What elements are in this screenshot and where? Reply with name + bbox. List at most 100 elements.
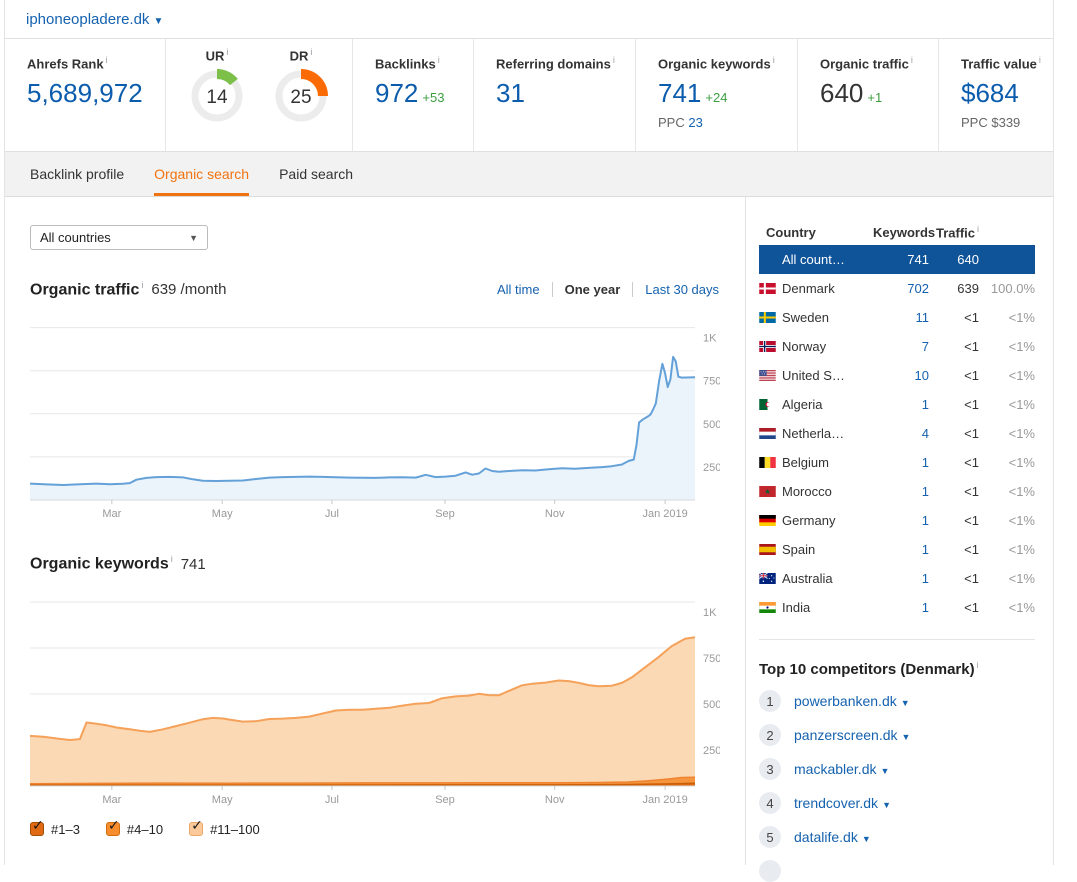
country-keywords: 10 <box>914 368 929 383</box>
domain-selector[interactable]: iphoneopladere.dk ▼ <box>26 11 163 28</box>
country-row-australia[interactable]: Australia 1 <1 <1% <box>759 564 1035 593</box>
country-row-united-s[interactable]: United S… 10 <1 <1% <box>759 361 1035 390</box>
competitor-rank-badge <box>759 860 781 882</box>
competitor-rank-badge: 3 <box>759 758 781 780</box>
range-one-year[interactable]: One year <box>564 282 621 298</box>
checkbox-11-100[interactable]: ✓ #11–100 <box>189 817 260 837</box>
separator <box>632 282 634 298</box>
svg-text:1K: 1K <box>703 607 717 619</box>
country-keywords: 7 <box>921 339 929 354</box>
competitor-link[interactable]: mackabler.dk ▼ <box>794 761 889 777</box>
range-switcher: All time One year Last 30 days <box>497 282 719 298</box>
country-traffic-share: <1% <box>1008 310 1035 325</box>
info-icon[interactable]: i <box>977 223 979 234</box>
info-icon[interactable]: i <box>910 55 913 65</box>
country-row-india[interactable]: India 1 <1 <1% <box>759 593 1035 622</box>
competitor-domain: powerbanken.dk <box>794 693 897 709</box>
competitor-link[interactable]: trendcover.dk ▼ <box>794 795 891 811</box>
checkbox-box: ✓ <box>189 817 204 837</box>
organic-keywords-label: Organic keywords <box>658 56 771 72</box>
country-column-header: Country <box>766 224 816 240</box>
organic-traffic-heading-row: Organic traffic i 639 /month All time One y… <box>30 280 719 299</box>
metric-traffic-value: Traffic value i $684 PPC $339 <box>939 39 1053 151</box>
svg-text:Sep: Sep <box>435 794 455 806</box>
checkbox-label: #1–3 <box>51 821 80 837</box>
metric-backlinks: Backlinks i 972 +53 <box>353 39 474 151</box>
country-row-denmark[interactable]: Denmark 702 639 100.0% <box>759 274 1035 303</box>
checkbox-label: #4–10 <box>126 821 164 837</box>
competitor-link[interactable]: powerbanken.dk ▼ <box>794 693 910 709</box>
country-traffic-share: <1% <box>1008 368 1035 383</box>
country-table-header: Country Keywords Traffic i <box>759 219 1035 245</box>
country-row-morocco[interactable]: ★ Morocco 1 <1 <1% <box>759 477 1035 506</box>
metric-gauges: UR i 14 DR i 25 <box>166 39 353 151</box>
tab-paid-search[interactable]: Paid search <box>279 166 354 182</box>
check-icon: ✓ <box>32 817 44 834</box>
organic-keywords-heading-row: Organic keywords i 741 <box>30 554 719 573</box>
svg-text:250: 250 <box>703 745 720 757</box>
country-row-spain[interactable]: Spain 1 <1 <1% <box>759 535 1035 564</box>
competitors-list: 1 powerbanken.dk ▼ 2 panzerscreen.dk ▼ 3 mackab… <box>759 690 1035 882</box>
range-last-30-days[interactable]: Last 30 days <box>645 282 719 298</box>
country-row-germany[interactable]: Germany 1 <1 <1% <box>759 506 1035 535</box>
separator <box>551 282 553 298</box>
country-traffic: <1 <box>964 542 979 557</box>
info-icon[interactable]: i <box>437 55 440 65</box>
country-name: Sweden <box>782 310 829 325</box>
country-keywords: 1 <box>921 571 929 586</box>
de-flag-icon <box>759 515 782 526</box>
metric-referring-domains: Referring domains i 31 <box>474 39 636 151</box>
svg-text:Jan 2019: Jan 2019 <box>642 508 687 520</box>
competitor-item-trendcover-dk: 4 trendcover.dk ▼ <box>759 792 1035 814</box>
info-icon[interactable]: i <box>105 55 108 65</box>
country-name: Algeria <box>782 397 823 412</box>
ma-flag-icon: ★ <box>759 486 782 497</box>
info-icon[interactable]: i <box>170 554 173 565</box>
ppc-value[interactable]: 23 <box>688 115 703 131</box>
country-traffic: <1 <box>964 339 979 354</box>
info-icon[interactable]: i <box>310 47 313 57</box>
ahrefs-rank-value: 5,689,972 <box>27 78 143 109</box>
country-row-sweden[interactable]: Sweden 11 <1 <1% <box>759 303 1035 332</box>
range-all-time[interactable]: All time <box>497 282 540 298</box>
country-traffic: 639 <box>957 281 979 296</box>
country-filter-dropdown[interactable]: All countries ▼ <box>30 225 208 250</box>
info-icon[interactable]: i <box>976 660 979 670</box>
dz-flag-icon <box>759 399 782 410</box>
competitor-link[interactable]: datalife.dk ▼ <box>794 829 871 845</box>
organic-traffic-delta: +1 <box>867 90 883 106</box>
country-traffic: <1 <box>964 600 979 615</box>
country-row-all-count[interactable]: All count… 741 640 <box>759 245 1035 274</box>
dr-donut: 25 <box>274 69 328 124</box>
checkbox-box: ✓ <box>30 817 44 837</box>
country-row-netherla[interactable]: Netherla… 4 <1 <1% <box>759 419 1035 448</box>
country-row-algeria[interactable]: Algeria 1 <1 <1% <box>759 390 1035 419</box>
country-row-belgium[interactable]: Belgium 1 <1 <1% <box>759 448 1035 477</box>
competitors-title: Top 10 competitors (Denmark) <box>759 661 975 678</box>
country-name: India <box>782 600 811 615</box>
tab-organic-search[interactable]: Organic search <box>154 152 250 196</box>
chevron-down-icon: ▼ <box>861 834 871 844</box>
info-icon[interactable]: i <box>772 55 775 65</box>
country-name: Norway <box>782 339 827 354</box>
checkbox-label: #11–100 <box>210 821 260 837</box>
svg-text:Mar: Mar <box>102 794 121 806</box>
competitor-link[interactable]: panzerscreen.dk ▼ <box>794 727 910 743</box>
info-icon[interactable]: i <box>1038 55 1041 65</box>
checkbox-box: ✓ <box>105 817 120 837</box>
country-rows: All count… 741 640 Denmark 702 639 100.0% Swede… <box>759 245 1035 622</box>
info-icon[interactable]: i <box>141 280 144 290</box>
se-flag-icon <box>759 312 782 323</box>
tab-backlink-profile[interactable]: Backlink profile <box>30 166 125 182</box>
checkbox-1-3[interactable]: ✓ #1–3 <box>30 817 80 837</box>
info-icon[interactable]: i <box>226 47 229 57</box>
organic-traffic-chart: 250 500 750 1K Mar May Jul Sep Nov Jan 2019 <box>30 327 720 520</box>
traffic-value-label: Traffic value <box>961 56 1037 72</box>
ppc-value: $339 <box>991 115 1021 131</box>
competitor-item-powerbanken-dk: 1 powerbanken.dk ▼ <box>759 690 1035 712</box>
country-traffic-share: <1% <box>1008 571 1035 586</box>
organic-traffic-title: Organic traffic <box>30 281 140 299</box>
country-row-norway[interactable]: Norway 7 <1 <1% <box>759 332 1035 361</box>
checkbox-4-10[interactable]: ✓ #4–10 <box>105 817 164 837</box>
info-icon[interactable]: i <box>612 55 615 65</box>
